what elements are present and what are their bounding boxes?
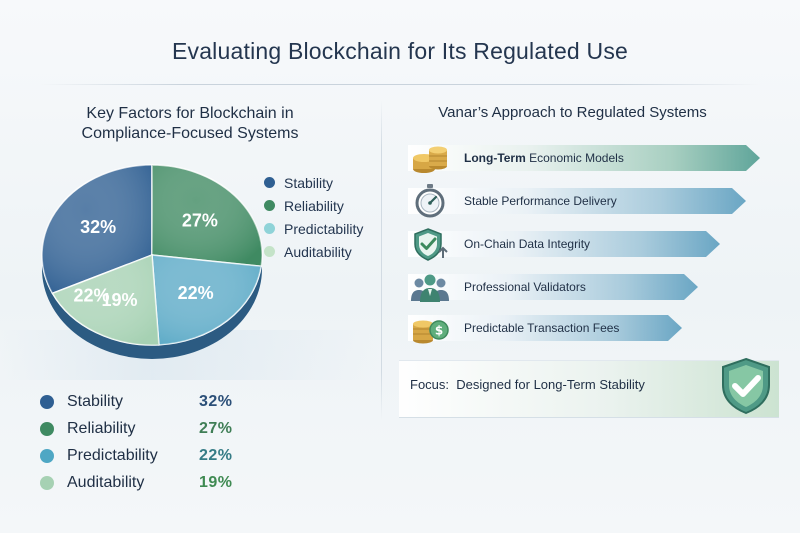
approach-item-text: Economic Models [525, 151, 624, 165]
pie-slice-highlight [52, 255, 159, 345]
side-legend-item-auditability: Auditability [264, 240, 363, 263]
pie-label-extra: 22% [73, 286, 109, 306]
pie-slice-highlight [41, 165, 152, 294]
reliability-legend-dot [264, 200, 275, 211]
bottom-legend-item-predictability: Predictability 22% [40, 442, 233, 469]
auditability-legend-dot [40, 475, 54, 490]
chart-title-line-1: Key Factors for Blockchain in [86, 105, 294, 122]
bottom-legend-item-stability: Stability 32% [40, 388, 233, 415]
chart-title-line-2: Compliance-Focused Systems [81, 125, 299, 142]
approach-item-label: Stable Performance Delivery [464, 188, 617, 214]
chart-title: Key Factors for Blockchain in Compliance… [40, 104, 340, 144]
approach-item-label: Predictable Transaction Fees [464, 315, 619, 341]
auditability-legend-dot [264, 246, 275, 257]
approach-item-bar [408, 274, 698, 300]
legend-label: Auditability [67, 473, 145, 491]
svg-text:$: $ [435, 324, 443, 338]
approach-item-long-term-economic-models: Long-Term Economic Models [408, 140, 760, 176]
approach-item-label: On-Chain Data Integrity [464, 231, 590, 257]
column-divider [381, 100, 382, 420]
approach-item-text: On-Chain Data Integrity [464, 237, 591, 251]
side-legend-item-stability: Stability [264, 171, 363, 194]
side-legend-label: Stability [284, 174, 334, 191]
stability-legend-dot [40, 394, 54, 409]
approach-item-text: Stable Performance Delivery [464, 194, 617, 208]
coin-stack-icon [413, 146, 447, 173]
side-legend-item-predictability: Predictability [264, 217, 363, 240]
bottom-legend-item-reliability: Reliability 27% [40, 415, 233, 442]
predictability-legend-dot [264, 223, 275, 234]
pie-label-auditability: 19% [102, 290, 138, 310]
legend-value: 32% [199, 392, 233, 410]
pie-label-reliability: 27% [182, 210, 218, 230]
pie-slice-highlight [152, 165, 263, 267]
legend-value: 22% [199, 446, 233, 464]
side-legend-label: Reliability [284, 197, 344, 214]
shield-check-icon [722, 357, 770, 415]
title-divider [40, 84, 760, 85]
approach-item-label: Professional Validators [464, 274, 586, 300]
reliability-legend-dot [40, 421, 54, 436]
focus-box: Focus: Designed for Long-Term Stability [399, 357, 779, 418]
approach-title: Vanar’s Approach to Regulated Systems [438, 104, 707, 121]
bottom-legend: Stability 32% Reliability 27% Predictabi… [40, 388, 233, 496]
approach-item-text: Predictable Transaction Fees [464, 321, 620, 335]
people-icon [411, 274, 449, 302]
approach-item-bar [408, 315, 682, 341]
approach-item-professional-validators: Professional Validators [408, 269, 698, 305]
legend-value: 27% [199, 419, 233, 437]
approach-item-bold: Long-Term [464, 151, 526, 165]
page-title: Evaluating Blockchain for Its Regulated … [171, 38, 629, 64]
approach-item-predictable-transaction-fees: $ Predictable Transaction Fees [408, 310, 682, 346]
dollar-coins-icon: $ [413, 320, 449, 344]
approach-item-bar [408, 145, 760, 171]
pie-chart: 32% 27%22%19%22% [41, 164, 263, 359]
approach-item-bar [408, 231, 720, 257]
stability-legend-dot [264, 177, 275, 188]
side-legend-label: Predictability [284, 220, 364, 237]
approach-item-label: Long-Term Economic Models [464, 145, 624, 171]
side-legend-label: Auditability [284, 243, 352, 260]
side-legend: Stability Reliability Predictability Aud… [264, 171, 363, 263]
approach-item-on-chain-data-integrity: On-Chain Data Integrity [408, 226, 720, 262]
focus-value: Designed for Long-Term Stability [456, 377, 645, 392]
legend-value: 19% [199, 473, 233, 491]
pie-label-predictability: 22% [178, 283, 214, 303]
focus-label: Focus: [410, 377, 450, 392]
legend-label: Reliability [67, 419, 136, 437]
bottom-legend-item-auditability: Auditability 19% [40, 469, 233, 496]
side-legend-item-reliability: Reliability [264, 194, 363, 217]
focus-text: Focus: Designed for Long-Term Stability [410, 377, 645, 392]
legend-label: Stability [67, 392, 124, 410]
stopwatch-icon [415, 184, 445, 218]
pie-label-stability: 32% [80, 217, 116, 237]
legend-label: Predictability [67, 446, 158, 464]
approach-item-text: Professional Validators [464, 280, 586, 294]
approach-item-stable-performance-delivery: Stable Performance Delivery [408, 183, 746, 219]
shield-check-icon [414, 228, 448, 261]
approach-item-bar [408, 188, 746, 214]
pie-slice-highlight [152, 255, 262, 345]
predictability-legend-dot [40, 448, 54, 463]
